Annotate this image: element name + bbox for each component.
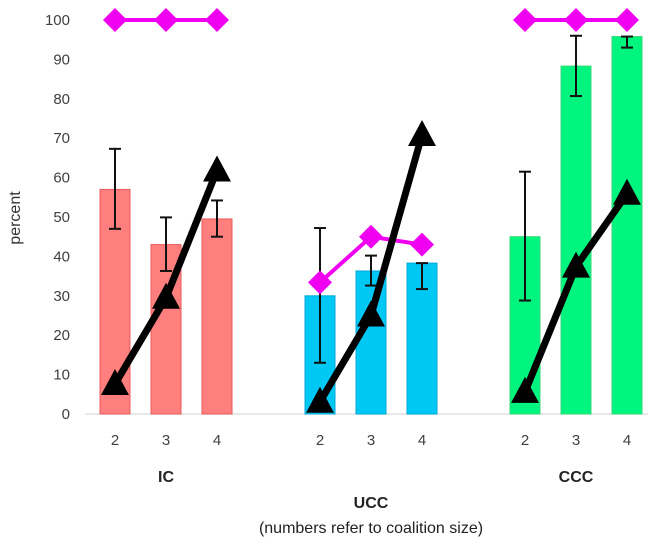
- triangle-point: [613, 178, 641, 205]
- diamond-point: [615, 8, 639, 32]
- x-tick-label: 2: [316, 432, 324, 449]
- x-tick-label: 4: [213, 432, 221, 449]
- diamond-point: [410, 232, 434, 257]
- bar-ic-4: [201, 218, 233, 415]
- triangle-point: [511, 376, 539, 403]
- diamond-point: [359, 224, 383, 249]
- x-tick-label: 3: [162, 432, 170, 449]
- x-tick-label: 3: [367, 432, 375, 449]
- y-tick-label: 50: [53, 209, 70, 226]
- bar-ucc-3: [355, 270, 387, 415]
- y-tick-label: 20: [53, 327, 70, 344]
- y-axis-ticks: 0 10 20 30 40 50 60 70 80 90 100: [45, 12, 70, 423]
- diamond-point: [308, 270, 332, 295]
- y-tick-label: 70: [53, 130, 70, 147]
- bar-ccc-3: [560, 65, 592, 415]
- y-tick-label: 90: [53, 51, 70, 68]
- triangle-point: [306, 386, 334, 413]
- x-tick-label: 2: [521, 432, 529, 449]
- error-bars-layer: [109, 34, 633, 364]
- x-axis-ticks: 2 3 4 IC 2 3 4 2 3 4 CCC: [111, 432, 631, 486]
- y-tick-label: 100: [45, 12, 70, 29]
- y-tick-label: 40: [53, 248, 70, 265]
- y-tick-label: 60: [53, 170, 70, 187]
- triangle-point: [562, 251, 590, 278]
- diamond-point: [205, 8, 229, 32]
- diamond-point: [513, 8, 537, 32]
- x-tick-label: 4: [418, 432, 426, 449]
- diamond-point: [103, 8, 127, 32]
- triangle-point: [203, 155, 231, 182]
- y-tick-label: 80: [53, 91, 70, 108]
- diamond-point: [154, 8, 178, 32]
- triangle-point: [101, 369, 129, 396]
- group-label-ccc: CCC: [559, 469, 594, 486]
- triangle-point: [408, 120, 436, 147]
- y-tick-label: 10: [53, 367, 70, 384]
- triangle-point: [152, 282, 180, 309]
- group-label-ic: IC: [158, 469, 174, 486]
- series-lines-layer: [101, 8, 641, 413]
- triangle-point: [357, 300, 385, 327]
- bar-ccc-4: [611, 36, 643, 415]
- x-tick-label: 4: [623, 432, 631, 449]
- y-tick-label: 0: [62, 406, 70, 423]
- x-axis-note: (numbers refer to coalition size): [259, 520, 483, 537]
- diamond-point: [564, 8, 588, 32]
- x-tick-label: 2: [111, 432, 119, 449]
- y-axis-label: percent: [7, 191, 24, 245]
- x-axis-title: UCC: [354, 495, 389, 512]
- y-tick-label: 30: [53, 288, 70, 305]
- x-tick-label: 3: [572, 432, 580, 449]
